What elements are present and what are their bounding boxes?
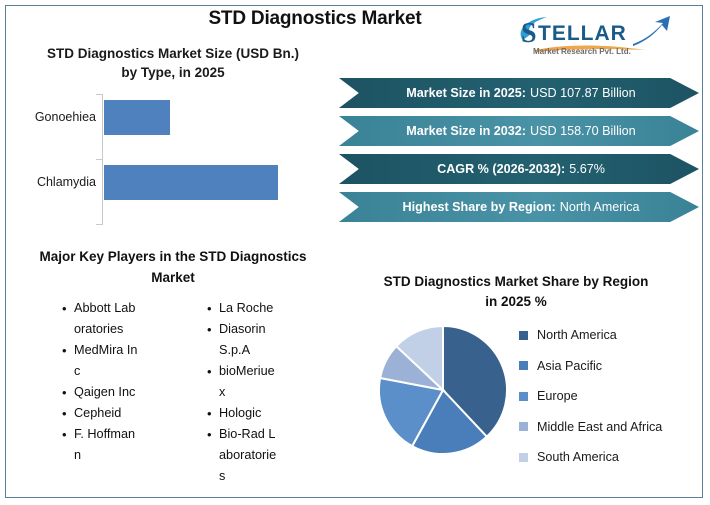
highlight-value: USD 107.87 Billion bbox=[529, 86, 636, 100]
key-player-name: MedMira Inc bbox=[74, 343, 138, 378]
logo-initial-letter: S bbox=[521, 18, 537, 49]
axis-tick bbox=[96, 224, 102, 226]
bullet-icon: • bbox=[207, 301, 212, 316]
key-player-name: Diasorin S.p.A bbox=[219, 322, 266, 357]
legend-item: North America bbox=[519, 320, 699, 351]
highlight-value: 5.67% bbox=[569, 162, 605, 176]
legend-swatch-icon bbox=[519, 391, 528, 401]
key-players-column-right: • La Roche • Diasorin S.p.A • bioMeriuex • Holo… bbox=[173, 298, 338, 487]
pie-chart-graphic bbox=[378, 324, 508, 455]
bar-chart-title-line1: STD Diagnostics Market Size (USD Bn.) bbox=[46, 46, 300, 61]
pie-slice bbox=[442, 324, 508, 439]
bar-label: Gonoehiea bbox=[34, 110, 96, 124]
list-item: • Qaigen Inc bbox=[62, 382, 173, 403]
key-player-name: La Roche bbox=[219, 301, 274, 315]
highlight-value: North America bbox=[559, 200, 640, 214]
logo-graphic: S TELLAR Market Research Pvt. Ltd. bbox=[520, 16, 670, 56]
legend-item: Europe bbox=[519, 381, 699, 412]
logo-swoosh-icon bbox=[520, 17, 547, 40]
pie-chart-title: STD Diagnostics Market Share by Region i… bbox=[356, 272, 676, 312]
highlight-chevron-market-size-2025: Market Size in 2025: USD 107.87 Billion bbox=[339, 78, 699, 108]
bullet-icon: • bbox=[62, 427, 67, 442]
highlight-chevron-market-size-2032: Market Size in 2032: USD 158.70 Billion bbox=[339, 116, 699, 146]
stellar-logo: S TELLAR Market Research Pvt. Ltd. bbox=[505, 10, 695, 58]
legend-item: Middle East and Africa bbox=[519, 412, 699, 443]
key-player-name: F. Hoffmann bbox=[74, 427, 136, 462]
bullet-icon: • bbox=[62, 406, 67, 421]
bar-chart-title: STD Diagnostics Market Size (USD Bn.) by… bbox=[18, 44, 328, 82]
list-item: • La Roche bbox=[207, 298, 338, 319]
list-item: • Abbott Laboratories bbox=[62, 298, 173, 340]
highlight-key: Highest Share by Region: bbox=[402, 200, 556, 214]
pie-slice bbox=[394, 324, 444, 393]
pie-chart-title-line1: STD Diagnostics Market Share by Region bbox=[383, 274, 649, 289]
bar-chart: STD Diagnostics Market Size (USD Bn.) by… bbox=[8, 44, 338, 234]
bar-rect-chlamydia bbox=[104, 165, 278, 200]
pie-slice bbox=[410, 388, 489, 455]
logo-underline-swoosh-icon bbox=[535, 45, 645, 52]
bullet-icon: • bbox=[62, 385, 67, 400]
bar-rect-gonoehiea bbox=[104, 100, 171, 135]
list-item: • MedMira Inc bbox=[62, 340, 173, 382]
key-player-name: bioMeriuex bbox=[219, 364, 275, 399]
legend-label: Europe bbox=[537, 389, 578, 404]
key-players-column-left: • Abbott Laboratories • MedMira Inc • Qaigen … bbox=[8, 298, 173, 487]
bar-chart-plot-area: Gonoehiea Chlamydia bbox=[8, 92, 338, 232]
arrow-up-right-icon bbox=[633, 16, 670, 46]
key-players-section: Major Key Players in the STD Diagnostics… bbox=[8, 246, 338, 496]
bar-chart-title-line2: by Type, in 2025 bbox=[121, 65, 225, 80]
pie-chart-title-line2: in 2025 % bbox=[485, 294, 547, 309]
key-player-name: Bio-Rad Laboratories bbox=[219, 427, 277, 483]
highlight-chevron-cagr: CAGR % (2026-2032): 5.67% bbox=[339, 154, 699, 184]
legend-label: South America bbox=[537, 450, 619, 465]
key-player-name: Hologic bbox=[219, 406, 262, 420]
legend-swatch-icon bbox=[519, 330, 528, 340]
list-item: • F. Hoffmann bbox=[62, 424, 173, 466]
bullet-icon: • bbox=[207, 364, 212, 379]
key-players-title: Major Key Players in the STD Diagnostics… bbox=[16, 246, 330, 288]
legend-swatch-icon bbox=[519, 452, 528, 462]
highlight-key: Market Size in 2025: bbox=[406, 86, 526, 100]
logo-wordmark: TELLAR bbox=[538, 22, 627, 45]
legend-label: North America bbox=[537, 328, 617, 343]
legend-label: Asia Pacific bbox=[537, 358, 603, 373]
page-title: STD Diagnostics Market bbox=[208, 8, 422, 29]
highlight-key: CAGR % (2026-2032): bbox=[437, 162, 566, 176]
logo-tagline: Market Research Pvt. Ltd. bbox=[533, 47, 631, 56]
bar-chart-category-axis bbox=[102, 94, 104, 225]
bullet-icon: • bbox=[207, 322, 212, 337]
list-item: • Hologic bbox=[207, 403, 338, 424]
pie-chart-legend: North America Asia Pacific Europe Middle Ea… bbox=[519, 320, 699, 473]
legend-label: Middle East and Africa bbox=[537, 419, 663, 434]
key-players-title-line2: Market bbox=[151, 270, 195, 285]
legend-item: South America bbox=[519, 442, 699, 473]
highlight-chevron-highest-share-region: Highest Share by Region: North America bbox=[339, 192, 699, 222]
key-players-columns: • Abbott Laboratories • MedMira Inc • Qaigen … bbox=[8, 298, 338, 487]
bar-label: Chlamydia bbox=[36, 175, 96, 189]
bullet-icon: • bbox=[207, 427, 212, 442]
axis-tick bbox=[96, 159, 102, 161]
key-highlights-panel: Market Size in 2025: USD 107.87 Billion M… bbox=[339, 78, 699, 233]
bullet-icon: • bbox=[62, 343, 67, 358]
key-player-name: Abbott Laboratories bbox=[74, 301, 136, 336]
list-item: • bioMeriuex bbox=[207, 361, 338, 403]
legend-item: Asia Pacific bbox=[519, 351, 699, 382]
bullet-icon: • bbox=[62, 301, 67, 316]
legend-swatch-icon bbox=[519, 422, 528, 432]
highlight-key: Market Size in 2032: bbox=[406, 124, 526, 138]
key-player-name: Cepheid bbox=[74, 406, 122, 420]
axis-tick bbox=[96, 94, 102, 96]
pie-chart: STD Diagnostics Market Share by Region i… bbox=[356, 272, 700, 497]
list-item: • Bio-Rad Laboratories bbox=[207, 424, 338, 487]
list-item: • Diasorin S.p.A bbox=[207, 319, 338, 361]
bullet-icon: • bbox=[207, 406, 212, 421]
legend-swatch-icon bbox=[519, 361, 528, 371]
pie-slice bbox=[378, 376, 445, 448]
list-item: • Cepheid bbox=[62, 403, 173, 424]
key-player-name: Qaigen Inc bbox=[74, 385, 136, 399]
key-players-title-line1: Major Key Players in the STD Diagnostics bbox=[39, 249, 307, 264]
highlight-value: USD 158.70 Billion bbox=[529, 124, 636, 138]
